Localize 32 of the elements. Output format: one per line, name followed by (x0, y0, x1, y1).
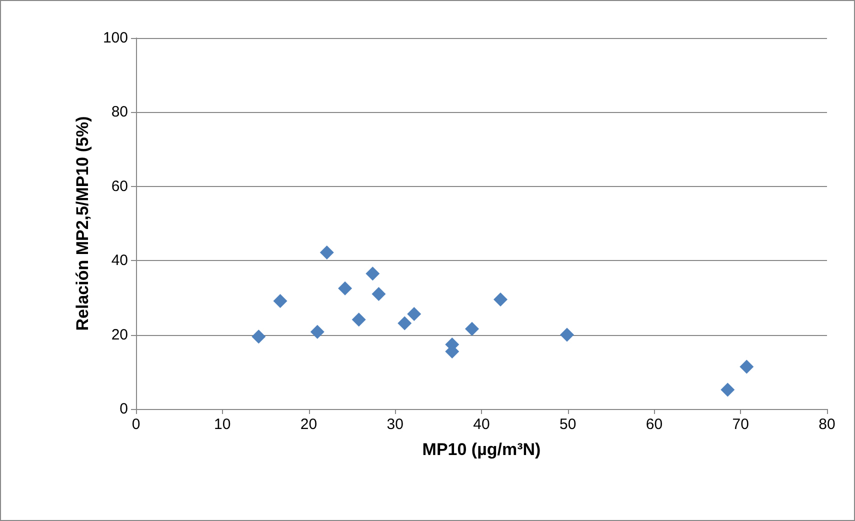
point (352, 312, 366, 327)
x-tick-label: 60 (646, 416, 663, 433)
point (366, 266, 380, 281)
x-tick-label: 10 (214, 416, 231, 433)
y-tick-label: 40 (111, 252, 128, 270)
y-tick-label: 80 (111, 104, 128, 121)
point (320, 245, 334, 260)
point (494, 292, 508, 307)
point (740, 360, 754, 374)
y-tick-label: 20 (111, 326, 128, 344)
y-tick-label: 100 (102, 30, 128, 46)
point (398, 316, 412, 330)
y-tick-label: 0 (120, 400, 128, 418)
point (372, 286, 386, 301)
point (407, 307, 422, 322)
y-axis-title: Relación MP2,5/MP10 (5%) (73, 116, 92, 331)
x-tick-label: 0 (132, 416, 140, 433)
x-tick-label: 80 (818, 416, 836, 433)
point (560, 328, 574, 342)
point (252, 330, 266, 344)
x-tick-label: 70 (732, 416, 749, 433)
x-tick-label: 20 (300, 416, 318, 433)
point (720, 382, 735, 397)
x-axis-title: MP10 (µg/m³N) (422, 440, 541, 459)
x-tick-label: 50 (560, 416, 576, 433)
point (310, 324, 324, 339)
x-tick-label: 30 (386, 416, 404, 433)
y-tick-label: 60 (111, 178, 128, 195)
point (273, 294, 288, 308)
point (338, 281, 352, 296)
point (465, 322, 479, 336)
x-tick-label: 40 (473, 416, 490, 433)
